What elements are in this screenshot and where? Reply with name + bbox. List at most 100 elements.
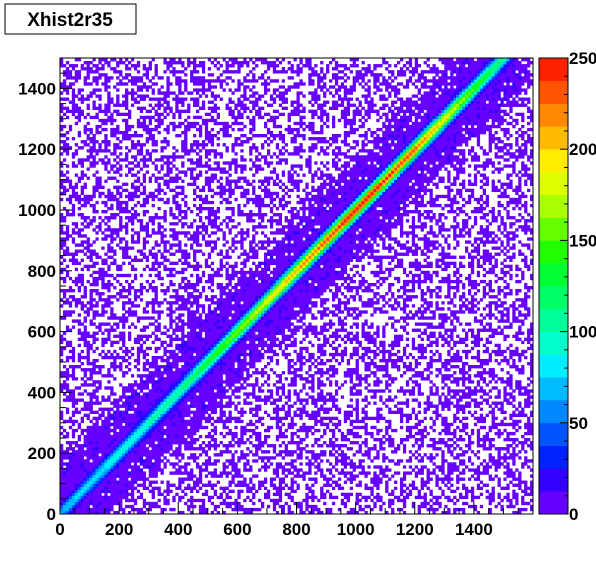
heatmap-cell [195, 213, 200, 217]
heatmap-cell [92, 164, 96, 168]
heatmap-cell [107, 85, 111, 89]
heatmap-cell [157, 392, 161, 396]
heatmap-cell [92, 70, 96, 74]
heatmap-cell [178, 121, 182, 126]
heatmap-cell [89, 434, 93, 439]
heatmap-cell [157, 243, 161, 247]
heatmap-cell [142, 510, 147, 515]
heatmap-cell [142, 374, 147, 378]
heatmap-cell [62, 79, 67, 83]
heatmap-cell [127, 431, 132, 436]
heatmap-cell [80, 258, 84, 262]
heatmap-cell [92, 64, 96, 68]
heatmap-cell [148, 419, 152, 424]
heatmap-cell [80, 240, 84, 244]
heatmap-cell [178, 468, 182, 472]
heatmap-cell [228, 301, 232, 305]
heatmap-cell [80, 307, 84, 311]
heatmap-cell [60, 261, 64, 266]
heatmap-cell [119, 447, 123, 451]
heatmap-cell [222, 88, 226, 92]
heatmap-cell [228, 377, 232, 381]
heatmap-cell [127, 191, 132, 196]
heatmap-cell [228, 444, 232, 448]
heatmap-cell [68, 73, 73, 77]
heatmap-cell [187, 206, 191, 211]
heatmap-cell [145, 316, 149, 320]
heatmap-cell [175, 428, 179, 433]
heatmap-cell [181, 255, 185, 259]
heatmap-cell [130, 143, 135, 147]
heatmap-cell [201, 395, 206, 399]
heatmap-cell [107, 328, 111, 332]
heatmap-cell [107, 267, 111, 272]
heatmap-cell [151, 480, 155, 484]
heatmap-cell [101, 231, 105, 235]
heatmap-cell [184, 462, 188, 466]
heatmap-cell [231, 307, 235, 311]
heatmap-cell [86, 377, 90, 381]
heatmap-cell [136, 416, 141, 421]
heatmap-cell [98, 438, 102, 442]
heatmap-cell [231, 146, 235, 150]
heatmap-cell [213, 325, 217, 329]
heatmap-cell [71, 289, 76, 293]
heatmap-cell [213, 216, 217, 220]
heatmap-cell [151, 389, 155, 393]
heatmap-cell [172, 289, 176, 293]
heatmap-cell [65, 70, 70, 74]
heatmap-cell [193, 100, 197, 104]
heatmap-cell [228, 419, 232, 424]
heatmap-cell [142, 486, 147, 490]
heatmap-cell [201, 307, 206, 311]
heatmap-cell [169, 206, 173, 211]
heatmap-cell [104, 374, 108, 378]
heatmap-cell [122, 301, 126, 305]
heatmap-cell [110, 504, 114, 509]
heatmap-cell [95, 179, 99, 183]
heatmap-cell [116, 483, 120, 487]
heatmap-cell [65, 495, 70, 500]
heatmap-cell [113, 349, 117, 354]
heatmap-cell [178, 480, 182, 484]
heatmap-cell [86, 249, 90, 253]
heatmap-cell [184, 118, 188, 123]
heatmap-cell [104, 495, 108, 500]
heatmap-cell [83, 389, 87, 393]
heatmap-cell [201, 79, 206, 83]
heatmap-cell [157, 365, 161, 369]
heatmap-cell [151, 261, 155, 266]
heatmap-cell [219, 355, 223, 360]
heatmap-cell [157, 504, 161, 509]
heatmap-cell [145, 152, 149, 156]
heatmap-cell [172, 231, 176, 235]
heatmap-cell [201, 371, 206, 375]
heatmap-cell [210, 358, 215, 363]
heatmap-cell [119, 489, 123, 494]
heatmap-cell [95, 450, 99, 454]
heatmap-cell [119, 228, 123, 232]
heatmap-cell [172, 164, 176, 168]
heatmap-cell [166, 419, 170, 424]
heatmap-cell [187, 334, 191, 338]
heatmap-cell [225, 206, 229, 211]
heatmap-cell [190, 401, 194, 405]
heatmap-cell [92, 489, 96, 494]
heatmap-cell [190, 70, 194, 74]
heatmap-cell [175, 243, 179, 247]
heatmap-cell [160, 419, 164, 424]
heatmap-cell [130, 416, 135, 421]
heatmap-cell [172, 267, 176, 272]
heatmap-cell [231, 79, 235, 83]
heatmap-cell [195, 456, 200, 460]
heatmap-cell [172, 188, 176, 193]
heatmap-cell [71, 358, 76, 363]
heatmap-cell [77, 504, 81, 509]
heatmap-cell [198, 346, 203, 351]
heatmap-cell [86, 441, 90, 445]
heatmap-cell [213, 365, 217, 369]
heatmap-cell [216, 112, 220, 117]
heatmap-cell [193, 88, 197, 92]
heatmap-cell [198, 115, 203, 120]
heatmap-cell [113, 453, 117, 457]
